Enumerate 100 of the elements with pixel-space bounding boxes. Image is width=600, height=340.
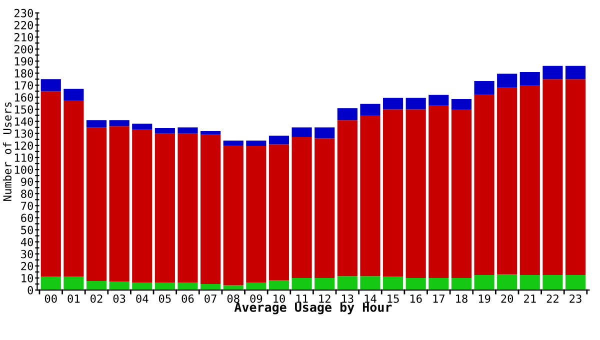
y-tick-label: 120 <box>14 141 34 150</box>
bar <box>520 86 540 275</box>
bar <box>109 282 130 290</box>
x-tick-label: 22 <box>546 294 558 303</box>
bar <box>178 127 198 134</box>
bar <box>40 276 61 290</box>
y-tick-label: 30 <box>21 250 34 258</box>
bar <box>154 133 175 283</box>
bar <box>268 144 290 280</box>
x-tick-label: 10 <box>274 294 285 303</box>
bar <box>268 280 290 290</box>
bar <box>223 140 244 146</box>
bar <box>497 274 518 290</box>
bar <box>520 274 540 290</box>
bar <box>360 276 380 290</box>
bar <box>246 282 266 290</box>
x-tick-label: 18 <box>456 294 468 303</box>
bar <box>314 138 335 278</box>
x-tick-label: 03 <box>113 294 126 303</box>
bar <box>337 120 358 276</box>
bar <box>497 88 518 274</box>
bar <box>383 276 404 290</box>
bar <box>64 276 84 290</box>
y-tick-label: 0 <box>28 286 34 294</box>
y-tick-label: 80 <box>21 190 34 198</box>
y-tick-label: 190 <box>14 57 34 66</box>
bar <box>223 145 244 286</box>
bar <box>178 282 198 290</box>
bar <box>292 137 312 278</box>
bar <box>64 100 84 277</box>
y-tick-label: 110 <box>14 154 34 162</box>
x-tick-label: 15 <box>388 294 399 303</box>
bar <box>565 274 586 290</box>
y-tick-label: 230 <box>14 8 34 18</box>
bar <box>132 130 152 283</box>
y-axis-title: Number of Users <box>2 102 12 201</box>
bar <box>383 98 404 110</box>
y-tick-label: 50 <box>21 226 34 234</box>
x-tick-label: 16 <box>410 294 422 303</box>
y-tick-label: 20 <box>21 262 34 270</box>
bar <box>565 79 586 275</box>
y-tick-label: 180 <box>14 69 34 78</box>
bar <box>292 278 312 290</box>
bar <box>178 133 198 283</box>
bar <box>542 274 563 290</box>
x-tick-label: 20 <box>501 294 514 303</box>
x-tick-label: 01 <box>68 294 80 303</box>
y-tick-label: 210 <box>14 33 34 42</box>
y-tick-label: 40 <box>20 238 34 246</box>
bar <box>292 127 312 138</box>
bar <box>86 120 107 128</box>
bar <box>64 88 84 101</box>
y-tick-label: 100 <box>14 166 34 174</box>
x-tick-label: 23 <box>570 294 582 303</box>
bar <box>474 94 494 275</box>
bar <box>268 136 290 144</box>
bar <box>246 146 266 283</box>
y-tick-label: 170 <box>14 81 34 90</box>
x-tick-label: 12 <box>319 294 330 303</box>
bar <box>246 140 266 146</box>
bar <box>200 130 221 135</box>
bar <box>40 79 61 92</box>
y-tick-label: 70 <box>21 202 34 210</box>
bar <box>154 282 175 290</box>
x-tick-label: 07 <box>204 294 216 303</box>
bar <box>406 98 426 110</box>
bar <box>132 124 152 130</box>
x-tick-label: 09 <box>250 294 262 303</box>
bar <box>542 79 563 275</box>
bar <box>428 94 449 106</box>
y-tick-label: 130 <box>14 129 34 138</box>
bar <box>337 108 358 120</box>
x-tick-label: 13 <box>342 294 354 303</box>
text: Average Usage by Hour <box>234 302 392 314</box>
bar <box>565 66 586 80</box>
bar <box>474 274 494 290</box>
bar <box>406 278 426 290</box>
x-tick-label: 00 <box>44 294 57 303</box>
bar <box>314 127 335 138</box>
bar <box>474 80 494 95</box>
bar <box>200 284 221 290</box>
bar <box>451 110 472 278</box>
y-tick-label: 60 <box>21 214 34 222</box>
bar <box>314 278 335 290</box>
bar <box>360 116 380 276</box>
bar <box>406 109 426 278</box>
bar <box>428 106 449 278</box>
bar <box>109 120 130 126</box>
bar <box>428 278 449 290</box>
bar <box>86 280 107 290</box>
x-tick-label: 02 <box>90 294 102 303</box>
bar <box>451 278 472 290</box>
x-tick-label: 05 <box>158 294 171 303</box>
x-tick-label: 08 <box>227 294 240 303</box>
bar <box>154 128 175 134</box>
x-tick-label: 11 <box>296 294 308 303</box>
bar <box>497 74 518 88</box>
x-tick-label: 21 <box>524 294 536 303</box>
x-tick-label: 04 <box>136 294 148 303</box>
bar <box>360 104 380 116</box>
